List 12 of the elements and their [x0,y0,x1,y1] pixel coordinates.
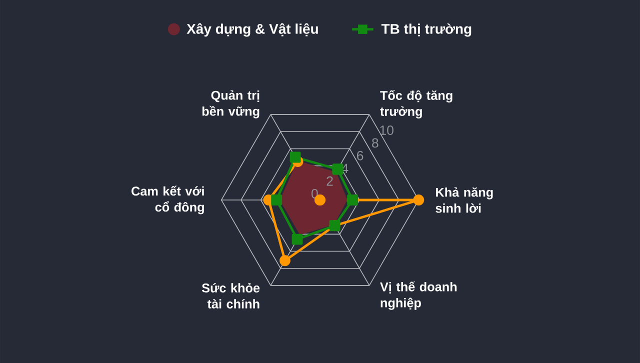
y-tick-label: 6 [357,150,364,160]
spoke-label: Tốc độ tăng trưởng [380,90,452,118]
spoke-label: Vị thế doanh nghiệp [380,281,457,310]
legend-label: TB thị trường [381,23,472,37]
legend-label: Xây dựng & Vật liệu [186,23,318,37]
y-tick-label: 10 [380,126,394,135]
spoke-label: Quản trị bền vững [202,90,260,118]
spoke-label: Khả năng sinh lời [436,187,493,213]
spoke-label: Cam kết với cổ đông [132,186,204,214]
y-tick-label: 2 [326,176,333,186]
y-tick-label: 8 [372,138,378,148]
spoke-label: Sức khỏe tài chính [202,282,260,308]
